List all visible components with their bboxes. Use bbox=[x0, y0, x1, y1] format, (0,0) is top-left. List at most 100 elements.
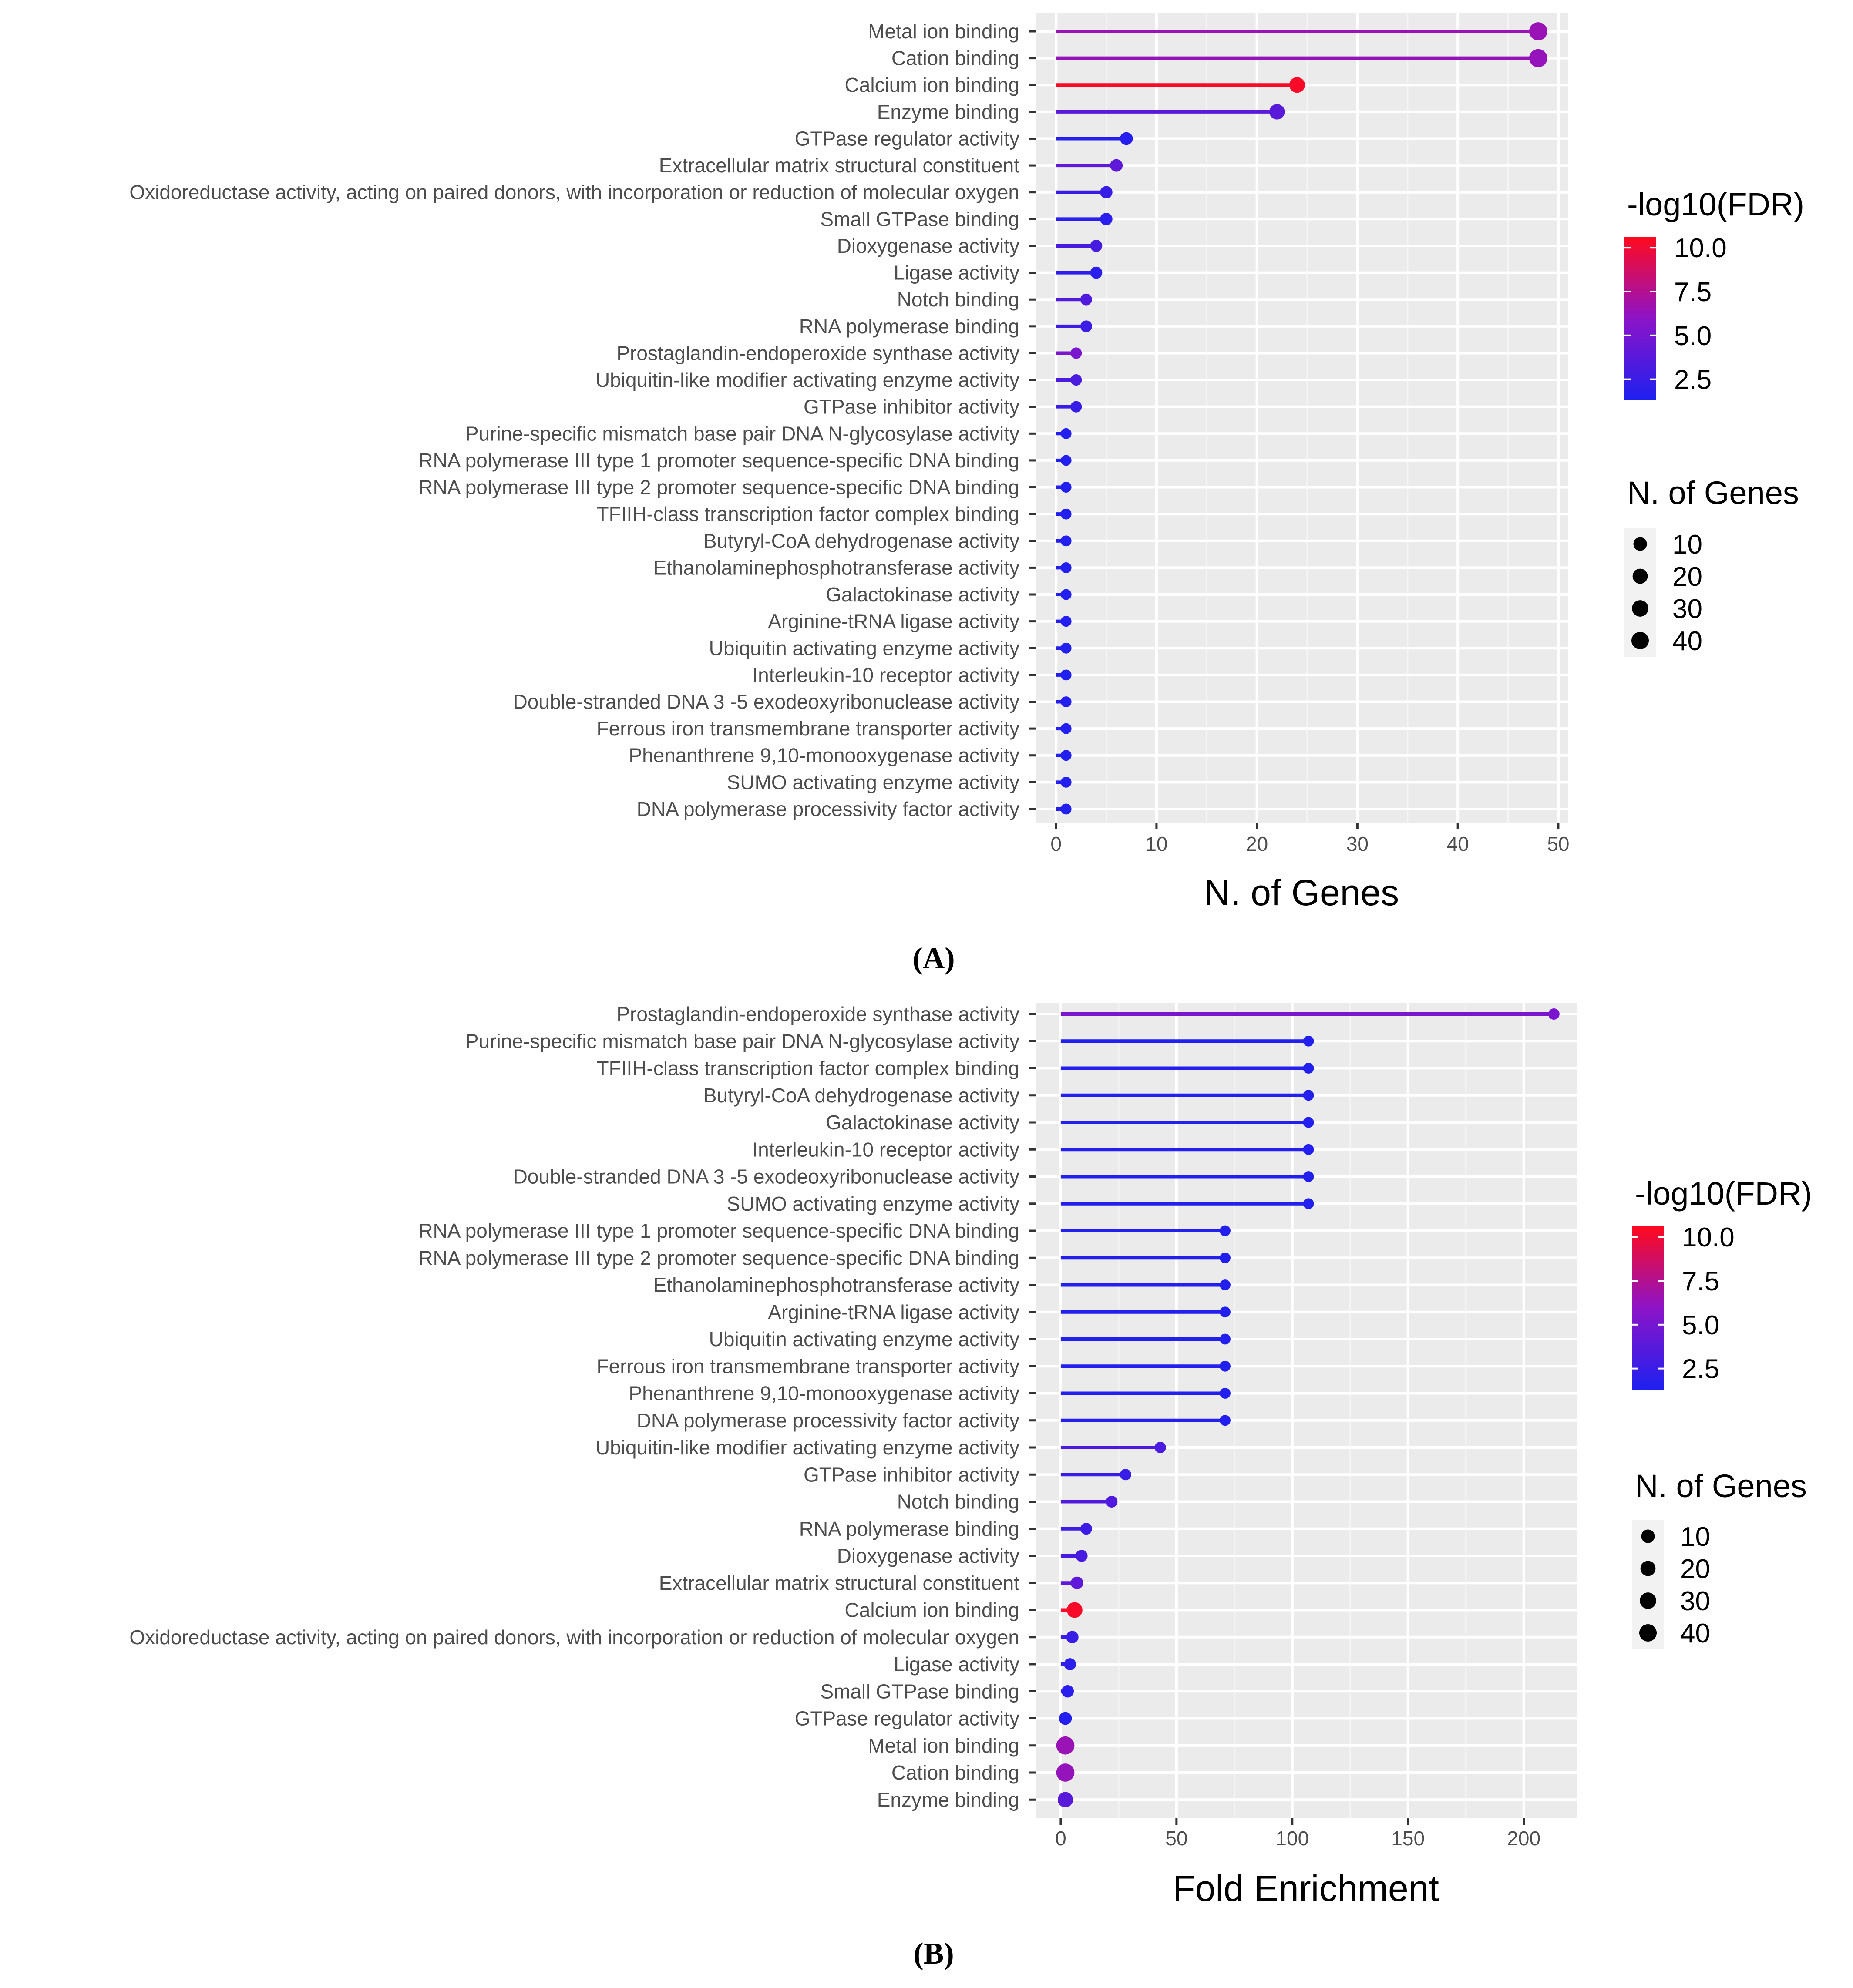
panel-b-color-legend-bar bbox=[1632, 1226, 1664, 1390]
size-legend-label: 30 bbox=[1672, 594, 1702, 624]
lollipop-dot bbox=[1120, 1469, 1131, 1481]
y-tick-label: Purine-specific mismatch base pair DNA N… bbox=[465, 422, 1019, 445]
color-legend-label: 5.0 bbox=[1682, 1310, 1719, 1340]
lollipop-dot bbox=[1154, 1441, 1166, 1454]
y-tick-label: Interleukin-10 receptor activity bbox=[752, 1138, 1019, 1161]
y-tick-label: Enzyme binding bbox=[877, 101, 1019, 123]
y-tick-label: Ethanolaminephosphotransferase activity bbox=[653, 556, 1019, 579]
size-legend-dot bbox=[1641, 1529, 1655, 1543]
lollipop-dot bbox=[1220, 1333, 1231, 1345]
lollipop-dot bbox=[1060, 428, 1072, 439]
color-legend-label: 5.0 bbox=[1674, 321, 1712, 351]
lollipop-dot bbox=[1100, 186, 1113, 198]
size-legend-dot bbox=[1640, 1561, 1656, 1576]
lollipop-dot bbox=[1060, 482, 1072, 493]
x-tick-label: 40 bbox=[1447, 833, 1469, 855]
lollipop-dot bbox=[1070, 401, 1082, 413]
lollipop-dot bbox=[1066, 1631, 1079, 1643]
lollipop-dot bbox=[1090, 266, 1103, 279]
y-tick-label: Oxidoreductase activity, acting on paire… bbox=[129, 181, 1019, 204]
y-tick-label: DNA polymerase processivity factor activ… bbox=[637, 1409, 1019, 1432]
y-tick-label: Cation binding bbox=[891, 1761, 1019, 1784]
lollipop-dot bbox=[1060, 562, 1072, 573]
color-legend-label: 7.5 bbox=[1674, 277, 1712, 307]
size-legend-label: 20 bbox=[1680, 1554, 1710, 1584]
lollipop-dot bbox=[1064, 1658, 1076, 1670]
lollipop-dot bbox=[1060, 669, 1072, 681]
panel-b-lollipop-dots bbox=[1056, 1008, 1560, 1807]
x-tick-label: 0 bbox=[1055, 1827, 1066, 1850]
y-tick-label: Ferrous iron transmembrane transporter a… bbox=[597, 1355, 1019, 1377]
y-tick-label: RNA polymerase binding bbox=[799, 315, 1019, 338]
y-tick-label: Extracellular matrix structural constitu… bbox=[659, 154, 1020, 177]
panel-b-plot-background bbox=[1036, 1003, 1577, 1818]
panel-a-x-ticks: 0 10 20 30 40 50 bbox=[1050, 823, 1570, 855]
size-legend-dot bbox=[1632, 600, 1648, 617]
lollipop-dot bbox=[1075, 1550, 1088, 1562]
y-tick-label: GTPase regulator activity bbox=[795, 1707, 1019, 1730]
y-tick-label: SUMO activating enzyme activity bbox=[727, 771, 1019, 793]
panel-a-size-legend-title: N. of Genes bbox=[1627, 475, 1799, 511]
lollipop-dot bbox=[1303, 1063, 1314, 1074]
lollipop-dot bbox=[1060, 642, 1072, 654]
y-tick-label: Calcium ion binding bbox=[845, 74, 1019, 96]
y-tick-label: Prostaglandin-endoperoxide synthase acti… bbox=[616, 342, 1019, 364]
lollipop-dot bbox=[1220, 1388, 1231, 1399]
size-legend-label: 40 bbox=[1680, 1619, 1710, 1649]
lollipop-dot bbox=[1070, 374, 1082, 386]
lollipop-dot bbox=[1303, 1144, 1314, 1155]
y-tick-label: RNA polymerase III type 1 promoter seque… bbox=[418, 1219, 1019, 1242]
y-tick-label: Notch binding bbox=[897, 288, 1019, 311]
color-legend-label: 2.5 bbox=[1674, 365, 1712, 395]
lollipop-dot bbox=[1220, 1306, 1231, 1318]
size-legend-dot bbox=[1633, 537, 1647, 551]
y-tick-label: Dioxygenase activity bbox=[837, 1545, 1019, 1567]
y-tick-label: TFIIH-class transcription factor complex… bbox=[597, 503, 1019, 525]
y-tick-label: Butyryl-CoA dehydrogenase activity bbox=[703, 1084, 1019, 1107]
panel-a-x-axis-title: N. of Genes bbox=[1204, 872, 1399, 913]
y-tick-label: Ubiquitin-like modifier activating enzym… bbox=[595, 369, 1019, 391]
y-tick-label: RNA polymerase III type 2 promoter seque… bbox=[418, 1246, 1019, 1269]
lollipop-dot bbox=[1060, 696, 1072, 707]
panel-a-x-gridlines bbox=[1055, 13, 1560, 823]
y-tick-label: Galactokinase activity bbox=[826, 583, 1019, 606]
lollipop-dot bbox=[1080, 1523, 1092, 1535]
lollipop-dot bbox=[1070, 347, 1082, 359]
y-tick-label: TFIIH-class transcription factor complex… bbox=[597, 1057, 1019, 1080]
size-legend-dot bbox=[1632, 568, 1648, 584]
y-tick-label: Ligase activity bbox=[894, 1653, 1019, 1676]
panel-b-color-legend-ticks: 10.0 7.5 5.0 2.5 bbox=[1632, 1222, 1735, 1384]
lollipop-dot bbox=[1057, 1792, 1073, 1807]
y-tick-label: GTPase inhibitor activity bbox=[804, 396, 1019, 418]
lollipop-dot bbox=[1120, 132, 1133, 145]
size-legend-dot bbox=[1631, 631, 1649, 650]
lollipop-dot bbox=[1070, 1576, 1083, 1589]
y-tick-label: Ubiquitin activating enzyme activity bbox=[709, 637, 1019, 659]
lollipop-dot bbox=[1529, 22, 1547, 40]
size-legend-label: 20 bbox=[1672, 562, 1702, 592]
size-legend-label: 10 bbox=[1672, 530, 1702, 560]
panel-b-color-legend-title: -log10(FDR) bbox=[1635, 1175, 1812, 1212]
x-tick-label: 100 bbox=[1275, 1827, 1309, 1850]
size-legend-label: 30 bbox=[1680, 1586, 1710, 1616]
x-tick-label: 20 bbox=[1246, 833, 1268, 855]
x-tick-label: 150 bbox=[1391, 1827, 1425, 1850]
y-tick-label: Enzyme binding bbox=[877, 1788, 1019, 1811]
y-tick-label: SUMO activating enzyme activity bbox=[727, 1192, 1019, 1215]
x-tick-label: 50 bbox=[1165, 1827, 1187, 1850]
y-tick-label: RNA polymerase binding bbox=[799, 1518, 1019, 1540]
y-tick-label: Purine-specific mismatch base pair DNA N… bbox=[465, 1030, 1019, 1052]
panel-b: Prostaglandin-endoperoxide synthase acti… bbox=[129, 1003, 1812, 1971]
panel-a-lollipop-sticks bbox=[1056, 30, 1538, 811]
y-tick-label: Metal ion binding bbox=[868, 20, 1019, 43]
y-tick-label: Phenanthrene 9,10-monooxygenase activity bbox=[629, 744, 1019, 767]
y-tick-label: Galactokinase activity bbox=[826, 1111, 1019, 1134]
lollipop-dot bbox=[1548, 1008, 1560, 1020]
panel-a-plot-background bbox=[1036, 13, 1568, 823]
y-tick-label: Ligase activity bbox=[894, 262, 1019, 284]
y-tick-label: Ethanolaminephosphotransferase activity bbox=[653, 1274, 1019, 1296]
panel-a-lollipop-dots bbox=[1060, 22, 1547, 815]
x-tick-label: 30 bbox=[1346, 833, 1369, 855]
